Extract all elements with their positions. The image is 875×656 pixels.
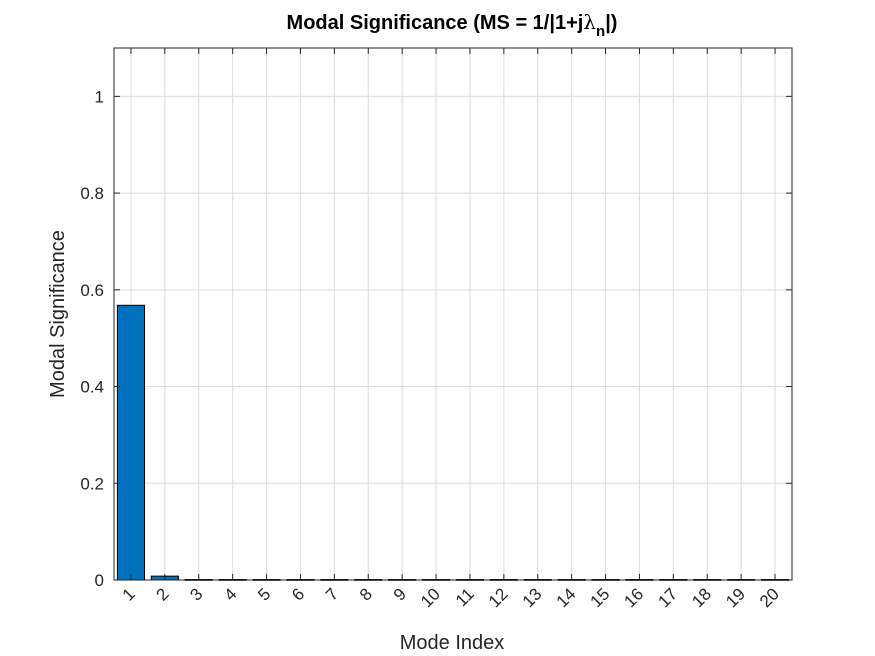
x-tick-label: 5 bbox=[254, 584, 274, 604]
y-tick-label: 0.4 bbox=[80, 378, 104, 397]
bar-mode-1 bbox=[116, 304, 146, 581]
y-tick-label: 0 bbox=[95, 571, 104, 590]
x-tick-label: 15 bbox=[587, 584, 614, 611]
y-tick-label: 0.6 bbox=[80, 281, 104, 300]
x-tick-label: 12 bbox=[485, 584, 512, 611]
x-tick-label: 14 bbox=[553, 584, 580, 611]
x-axis-label: Mode Index bbox=[400, 632, 505, 654]
grid-lines bbox=[114, 48, 792, 581]
y-tick-label: 0.8 bbox=[80, 184, 104, 203]
x-tick-label: 20 bbox=[756, 584, 783, 611]
axes-box bbox=[113, 47, 793, 581]
y-tick-label: 0.2 bbox=[80, 474, 104, 493]
chart-title-main: Modal Significance (MS = 1/|1+j bbox=[287, 12, 584, 34]
chart-title-close: |) bbox=[605, 12, 617, 34]
x-tick-label: 19 bbox=[722, 584, 749, 611]
axis-ticks bbox=[114, 48, 792, 581]
x-tick-label: 7 bbox=[322, 584, 342, 604]
x-tick-label: 3 bbox=[186, 584, 206, 604]
x-tick-label: 1 bbox=[119, 584, 139, 604]
chart-title: Modal Significance (MS = 1/|1+jλn|) bbox=[287, 10, 618, 40]
chart-title-subscript: n bbox=[596, 23, 605, 40]
tick-labels: 1 2 3 4 5 6 7 8 9 10 11 12 13 14 15 16 17 18 19 2000.20.40.… bbox=[80, 87, 783, 611]
x-tick-label: 9 bbox=[390, 584, 410, 604]
y-axis-label: Modal Significance bbox=[47, 230, 69, 398]
x-tick-label: 10 bbox=[417, 584, 444, 611]
x-tick-label: 6 bbox=[288, 584, 308, 604]
x-tick-label: 11 bbox=[452, 584, 478, 610]
chart-title-lambda: λ bbox=[583, 10, 596, 34]
x-tick-label: 4 bbox=[220, 584, 240, 604]
x-tick-label: 18 bbox=[688, 584, 715, 611]
bars bbox=[116, 304, 790, 581]
y-tick-label: 1 bbox=[95, 87, 104, 106]
x-tick-label: 2 bbox=[153, 584, 173, 604]
x-tick-label: 17 bbox=[654, 584, 681, 611]
x-tick-label: 8 bbox=[356, 584, 376, 604]
x-tick-label: 16 bbox=[620, 584, 647, 611]
x-tick-label: 13 bbox=[519, 584, 546, 611]
